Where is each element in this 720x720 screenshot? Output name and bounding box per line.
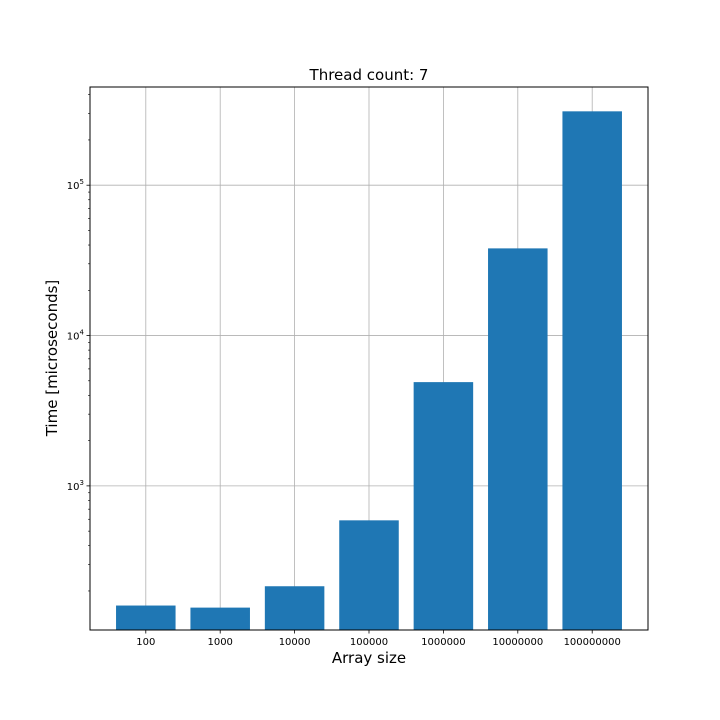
bar: [190, 607, 250, 630]
x-axis-label: Array size: [332, 649, 406, 667]
y-tick-label: 104: [67, 329, 85, 343]
x-tick-label: 1000000: [421, 637, 466, 648]
bar: [264, 586, 325, 630]
x-tick-label: 1000: [207, 637, 232, 648]
x-tick-label: 10000000: [492, 637, 543, 648]
y-tick-label: 103: [67, 479, 84, 493]
y-axis-label: Time [microseconds]: [43, 280, 61, 438]
x-tick-label: 100000: [350, 637, 388, 648]
axis-ticks: 100 1000 10000 100000 1000000 10000000 1000000…: [67, 94, 621, 648]
x-tick-label: 100: [136, 637, 155, 648]
chart-title: Thread count: 7: [309, 66, 429, 84]
y-tick-label: 105: [67, 178, 84, 192]
x-tick-label: 100000000: [564, 637, 621, 648]
bar: [488, 248, 548, 630]
bar: [413, 382, 474, 630]
bar: [116, 605, 176, 630]
bar: [562, 111, 622, 630]
bars: [116, 111, 622, 630]
bar: [339, 520, 399, 630]
x-tick-label: 10000: [279, 637, 311, 648]
